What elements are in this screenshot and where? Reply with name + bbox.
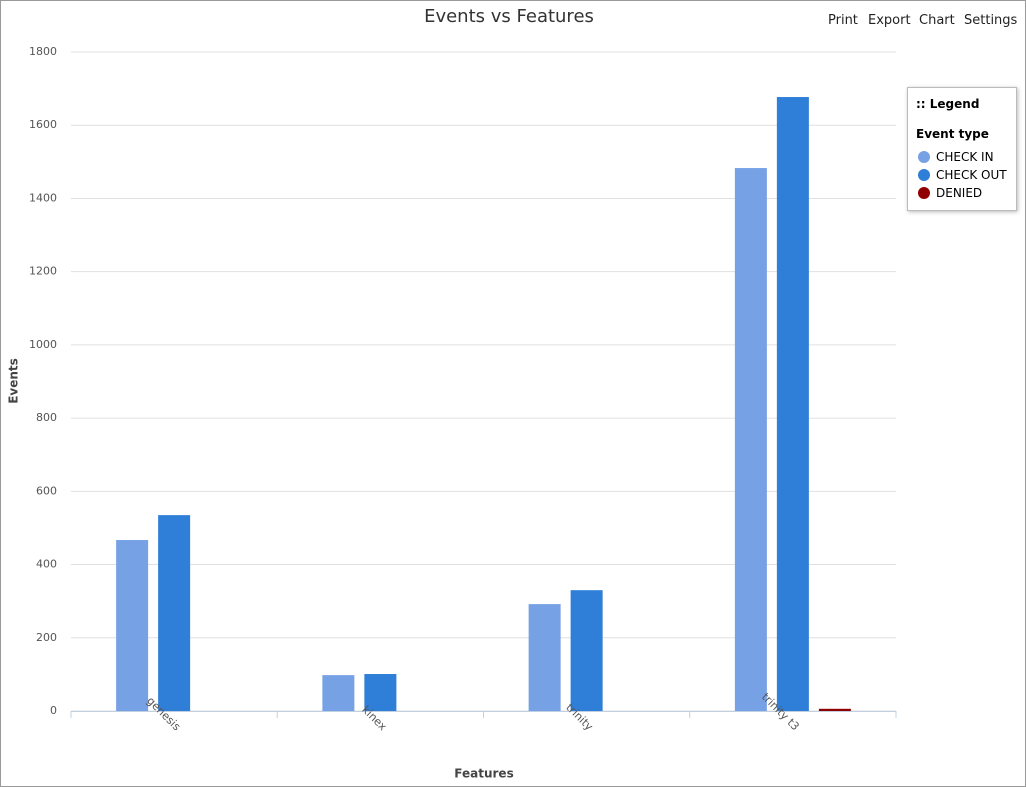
- y-tick-label: 600: [36, 484, 57, 497]
- legend-item[interactable]: DENIED: [918, 185, 982, 201]
- y-tick-label: 0: [50, 704, 57, 717]
- chart-title: Events vs Features: [424, 6, 594, 27]
- y-axis-label: Events: [7, 358, 21, 404]
- legend-label: CHECK IN: [936, 150, 994, 164]
- legend-subtitle: Event type: [916, 127, 989, 141]
- bar: [570, 590, 603, 711]
- bar: [734, 168, 767, 711]
- y-tick-label: 800: [36, 411, 57, 424]
- legend-item[interactable]: CHECK IN: [918, 149, 994, 165]
- legend-marker: [918, 151, 930, 163]
- y-tick-label: 1400: [29, 191, 57, 204]
- bar: [776, 97, 809, 711]
- legend-marker: [918, 169, 930, 181]
- legend-item[interactable]: CHECK OUT: [918, 167, 1007, 183]
- bar: [364, 674, 397, 711]
- bar: [818, 708, 851, 711]
- y-tick-label: 1800: [29, 45, 57, 58]
- bar: [116, 540, 149, 711]
- y-tick-label: 200: [36, 631, 57, 644]
- bar: [322, 675, 355, 711]
- toolbar-button[interactable]: Chart: [919, 13, 955, 28]
- legend-label: DENIED: [936, 186, 983, 200]
- legend-label: CHECK OUT: [936, 168, 1007, 182]
- toolbar-button[interactable]: Print: [828, 13, 858, 28]
- y-tick-label: 1200: [29, 265, 57, 278]
- legend-title: :: Legend: [916, 97, 980, 111]
- y-tick-label: 400: [36, 558, 57, 571]
- bar: [528, 604, 561, 711]
- x-axis-label: Features: [454, 767, 513, 781]
- y-tick-label: 1000: [29, 338, 57, 351]
- toolbar-button[interactable]: Export: [868, 13, 911, 28]
- y-tick-label: 1600: [29, 118, 57, 131]
- bar: [158, 515, 191, 711]
- toolbar-button[interactable]: Settings: [964, 13, 1018, 28]
- legend-marker: [918, 187, 930, 199]
